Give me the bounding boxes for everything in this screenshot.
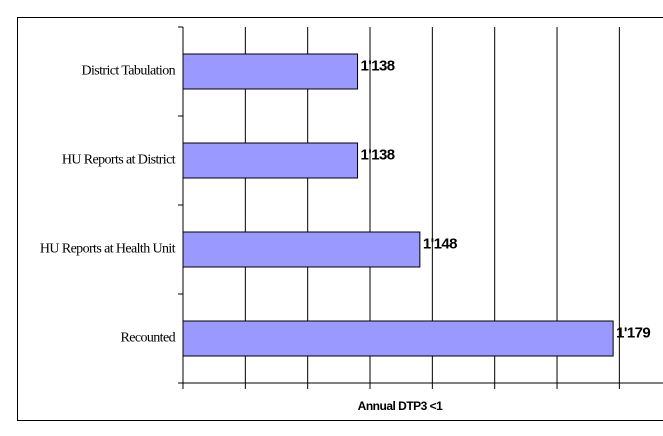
chart-border (17, 17, 663, 421)
x-axis-title: Annual DTP3 <1 (358, 399, 444, 413)
value-label: 1'179 (616, 324, 650, 341)
bar (182, 231, 421, 268)
y-tick-label: HU Reports at Health Unit (40, 242, 176, 257)
y-tick-label: Recounted (121, 331, 176, 346)
value-label: 1'138 (361, 57, 395, 74)
y-tick-label: District Tabulation (81, 64, 175, 79)
value-label: 1'148 (423, 235, 457, 252)
value-label: 1'138 (361, 146, 395, 163)
y-tick-label: HU Reports at District (62, 153, 176, 168)
bar (182, 320, 614, 357)
bar (182, 142, 359, 179)
bar (182, 53, 359, 90)
